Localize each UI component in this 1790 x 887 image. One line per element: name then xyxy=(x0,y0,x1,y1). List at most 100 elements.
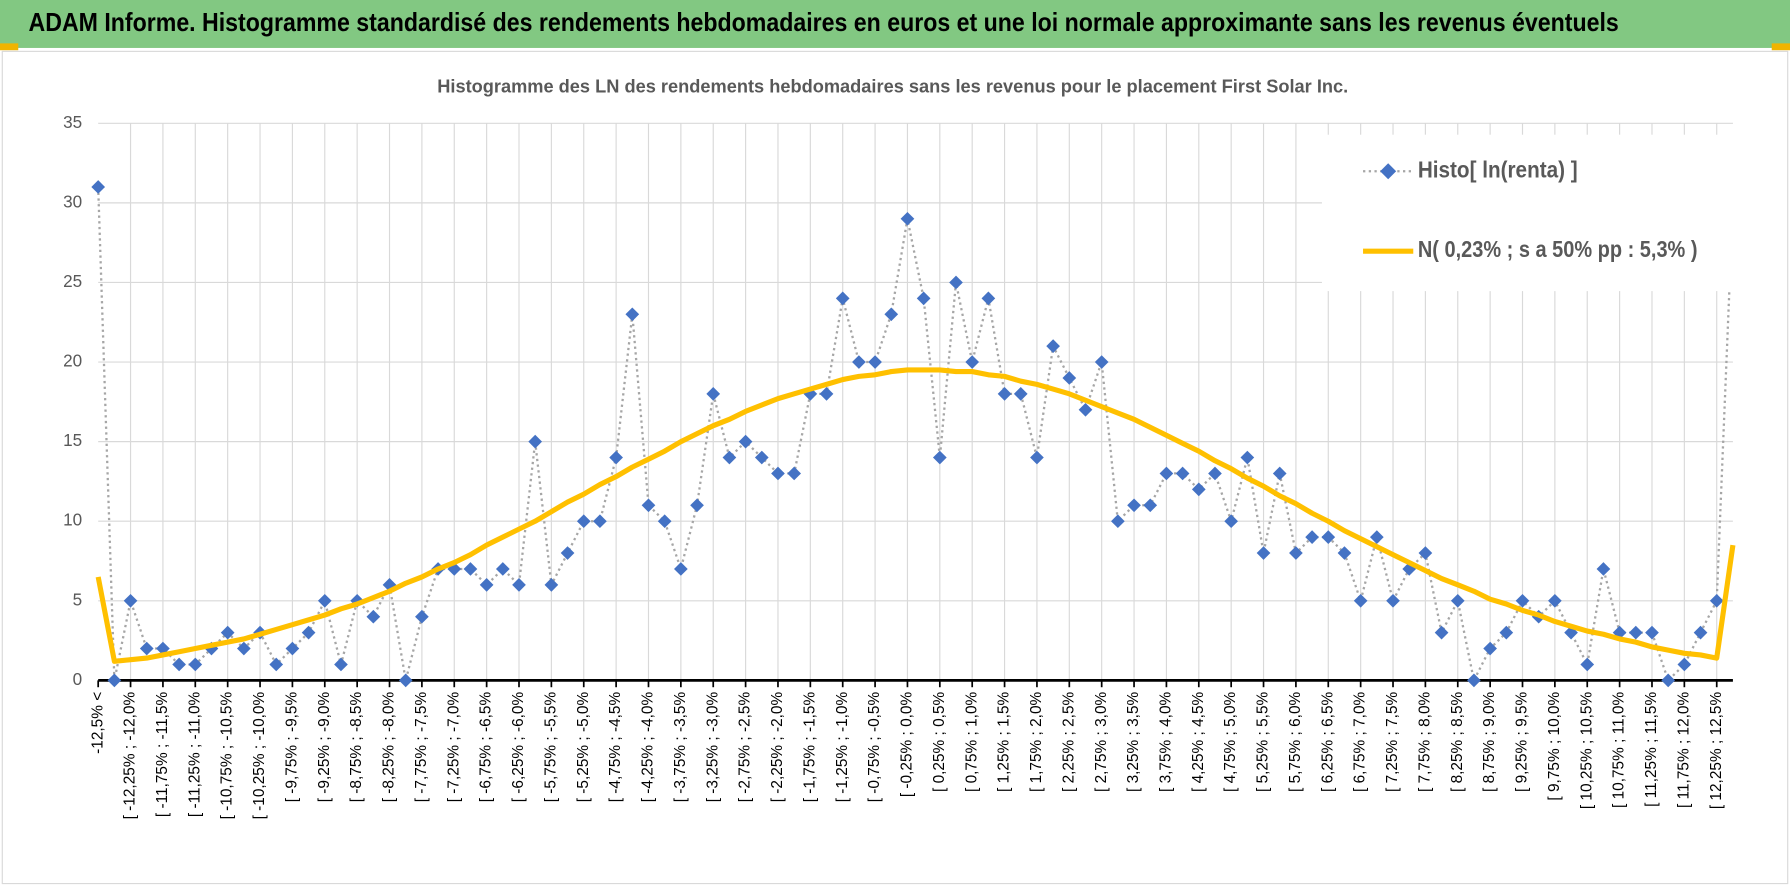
y-tick-label: 25 xyxy=(63,272,82,291)
x-tick-label: [ 5,75% ; 6,0% xyxy=(1287,691,1304,792)
data-point xyxy=(981,291,996,306)
series-line xyxy=(95,367,1736,664)
x-tick-label: [ 1,75% ; 2,0% xyxy=(1028,691,1045,792)
x-tick-label: [ -8,25% ; -8,0% xyxy=(381,691,398,802)
y-tick-label: 10 xyxy=(63,511,82,530)
x-tick-label: [ -1,75% ; -1,5% xyxy=(801,691,818,802)
x-tick-label: [ 7,75% ; 8,0% xyxy=(1416,691,1433,792)
x-tick-label: [ 1,25% ; 1,5% xyxy=(996,691,1013,792)
data-point xyxy=(787,466,802,481)
y-tick-label: 0 xyxy=(73,670,83,689)
x-tick-label: [ -12,25% ; -12,0% xyxy=(122,692,139,820)
y-tick-label: 35 xyxy=(63,113,82,132)
x-tick-label: [ -7,25% ; -7,0% xyxy=(445,691,462,802)
y-tick-label: 30 xyxy=(63,192,82,211)
x-tick-label: [ 12,25% ; 12,5% xyxy=(1708,691,1725,809)
x-tick-label: [ -7,75% ; -7,5% xyxy=(413,691,430,802)
x-tick-label: [ 3,25% ; 3,5% xyxy=(1125,691,1142,792)
chart-border xyxy=(1,50,1789,885)
x-tick-label: [ 0,25% ; 0,5% xyxy=(931,691,948,792)
data-point xyxy=(1240,450,1255,465)
x-tick-label: [ 8,75% ; 9,0% xyxy=(1481,691,1498,792)
data-point xyxy=(91,180,106,194)
data-point xyxy=(1434,625,1449,640)
series-line xyxy=(97,186,1735,684)
x-tick-label: [ -10,75% ; -10,5% xyxy=(219,692,236,820)
x-tick-label: [ -3,25% ; -3,0% xyxy=(704,691,721,802)
x-tick-label: [ 8,25% ; 8,5% xyxy=(1449,691,1466,792)
x-tick-label: [ -11,25% ; -11,0% xyxy=(186,691,203,817)
x-tick-label: [ -4,75% ; -4,5% xyxy=(607,691,624,802)
data-point xyxy=(1272,466,1287,481)
data-point xyxy=(1013,387,1028,401)
data-point xyxy=(1499,625,1514,640)
data-point xyxy=(528,434,543,449)
x-tick-label: [ -1,25% ; -1,0% xyxy=(834,691,851,802)
x-tick-label: [ 2,75% ; 3,0% xyxy=(1093,691,1110,792)
x-tick-label: [ -0,75% ; -0,5% xyxy=(866,691,883,802)
data-point xyxy=(900,211,915,226)
data-point xyxy=(1062,371,1077,385)
data-point xyxy=(932,450,947,465)
x-tick-label: [ -5,25% ; -5,0% xyxy=(575,691,592,802)
x-tick-label: [ 5,25% ; 5,5% xyxy=(1255,691,1272,792)
x-tick-label: [ -2,75% ; -2,5% xyxy=(737,691,754,802)
x-tick-label: [ 10,75% ; 11,0% xyxy=(1611,691,1628,807)
data-point xyxy=(949,275,963,290)
x-tick-label: [ 9,75% ; 10,0% xyxy=(1546,692,1563,801)
header-bar xyxy=(0,0,1790,48)
x-tick-label: [ -9,75% ; -9,5% xyxy=(283,691,300,802)
legend-label: N( 0,23% ; s a 50% pp : 5,3% ) xyxy=(1418,236,1698,262)
data-point xyxy=(576,514,591,529)
y-tick-label: 15 xyxy=(63,431,82,450)
data-point xyxy=(884,307,899,322)
data-point xyxy=(916,291,931,306)
corner xyxy=(0,43,19,51)
data-point xyxy=(625,307,640,322)
y-tick-label: 20 xyxy=(63,352,82,371)
data-point xyxy=(1191,482,1206,497)
x-tick-label: [ -2,25% ; -2,0% xyxy=(769,691,786,802)
x-tick-label: [ 6,25% ; 6,5% xyxy=(1319,691,1336,792)
x-tick-label: [ -10,25% ; -10,0% xyxy=(251,692,268,820)
x-tick-label: [ 11,25% ; 11,5% xyxy=(1643,692,1660,807)
x-tick-label: [ -9,25% ; -9,0% xyxy=(316,691,333,802)
data-point xyxy=(1628,625,1643,640)
data-point xyxy=(641,498,656,513)
x-tick-label: [ 2,25% ; 2,5% xyxy=(1060,691,1077,792)
chart-title: Histogramme des LN des rendements hebdom… xyxy=(437,76,1348,97)
data-point xyxy=(609,450,623,465)
legend-label: Histo[ ln(renta) ] xyxy=(1418,156,1578,182)
data-point xyxy=(1208,466,1222,481)
x-tick-label: [ 11,75% ; 12,0% xyxy=(1675,691,1692,807)
data-point xyxy=(1127,498,1141,513)
x-tick-label: [ -6,75% ; -6,5% xyxy=(478,691,495,802)
x-tick-label: [ -0,25% ; 0,0% xyxy=(899,692,916,798)
x-tick-label: [ 4,75% ; 5,0% xyxy=(1222,691,1239,792)
data-point xyxy=(1030,450,1044,465)
x-tick-label: -12,5% < xyxy=(89,692,106,754)
data-point xyxy=(738,434,753,449)
data-point xyxy=(1078,402,1093,417)
x-tick-label: [ -3,75% ; -3,5% xyxy=(672,691,689,802)
legend-marker xyxy=(1380,163,1397,180)
data-point xyxy=(1645,625,1659,640)
data-point xyxy=(220,625,235,640)
legend xyxy=(1321,134,1741,292)
x-tick-label: [ 4,25% ; 4,5% xyxy=(1190,691,1207,792)
data-point xyxy=(301,625,316,640)
header-title: ADAM Informe. Histogramme standardisé de… xyxy=(29,7,1619,37)
x-tick-label: [ 10,25% ; 10,5% xyxy=(1578,691,1595,809)
x-tick-label: [ -6,25% ; -6,0% xyxy=(510,691,527,802)
x-tick-label: [ 9,25% ; 9,5% xyxy=(1514,691,1531,792)
y-tick-label: 5 xyxy=(73,590,83,609)
data-point xyxy=(1046,339,1060,353)
x-tick-label: [ 3,75% ; 4,0% xyxy=(1158,691,1175,792)
x-tick-label: [ -8,75% ; -8,5% xyxy=(348,691,365,802)
x-tick-label: [ -5,75% ; -5,5% xyxy=(542,691,559,802)
data-point xyxy=(965,355,980,369)
x-tick-label: [ 6,75% ; 7,0% xyxy=(1352,691,1369,792)
corner xyxy=(1771,43,1790,51)
data-point xyxy=(560,546,575,560)
x-tick-label: [ 7,25% ; 7,5% xyxy=(1384,691,1401,792)
